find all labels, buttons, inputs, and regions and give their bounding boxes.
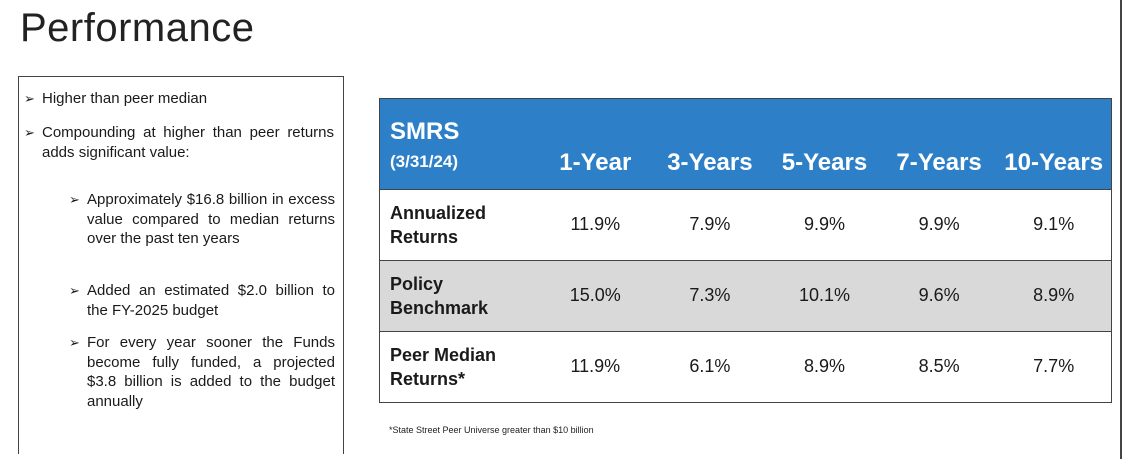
table-cell: 8.9% bbox=[803, 356, 845, 377]
table-cell: 8.9% bbox=[1033, 285, 1075, 305]
bullet-box: ➢ Higher than peer median ➢ Compounding … bbox=[18, 76, 344, 454]
table-cell: 9.9% bbox=[918, 214, 960, 234]
table-cell: 11.9% bbox=[570, 214, 621, 234]
bullet-item: ➢ Higher than peer median bbox=[24, 89, 334, 109]
column-header-1-year: 1-Year bbox=[559, 148, 632, 176]
bullet-item: ➢ Compounding at higher than peer return… bbox=[24, 123, 334, 162]
row-label: Policy Benchmark bbox=[390, 273, 489, 318]
sub-bullet-item: ➢ Added an estimated $2.0 billion to the… bbox=[69, 281, 335, 320]
arrow-bullet-icon: ➢ bbox=[24, 125, 35, 140]
table-cell: 6.1% bbox=[689, 356, 731, 377]
footnote: *State Street Peer Universe greater than… bbox=[389, 425, 594, 435]
table-cell: 9.6% bbox=[918, 285, 960, 305]
slide-right-border bbox=[1120, 0, 1122, 459]
table-row: Peer Median Returns* 11.9% 6.1% 8.9% 8.5… bbox=[380, 331, 1111, 402]
arrow-bullet-icon: ➢ bbox=[69, 283, 80, 298]
row-label: Peer Median Returns* bbox=[390, 344, 497, 389]
sub-bullet-item: ➢ Approximately $16.8 billion in excess … bbox=[69, 190, 335, 249]
table-header-row: SMRS (3/31/24) 1-Year 3-Years 5-Years 7-… bbox=[380, 99, 1111, 189]
bullet-text: Higher than peer median bbox=[42, 90, 208, 107]
table-cell: 10.1% bbox=[798, 285, 850, 305]
table-corner-header: SMRS (3/31/24) bbox=[380, 99, 538, 189]
performance-table-container: SMRS (3/31/24) 1-Year 3-Years 5-Years 7-… bbox=[379, 98, 1112, 403]
arrow-bullet-icon: ➢ bbox=[69, 335, 80, 350]
column-header-10-years: 10-Years bbox=[1004, 148, 1104, 176]
column-header-7-years: 7-Years bbox=[896, 148, 982, 176]
column-header-5-years: 5-Years bbox=[781, 148, 868, 176]
bullet-text: Compounding at higher than peer returns … bbox=[42, 124, 334, 161]
table-cell: 15.0% bbox=[569, 285, 621, 305]
fund-name: SMRS bbox=[390, 117, 460, 145]
table-row: Policy Benchmark 15.0% 7.3% 10.1% 9.6% 8… bbox=[380, 260, 1111, 331]
page-title: Performance bbox=[20, 6, 255, 50]
table-cell: 7.9% bbox=[689, 214, 731, 234]
table-cell: 9.9% bbox=[803, 214, 845, 234]
sub-bullet-item: ➢ For every year sooner the Funds become… bbox=[69, 333, 335, 411]
table-row: Annualized Returns 11.9% 7.9% 9.9% 9.9% … bbox=[380, 189, 1111, 260]
row-label: Annualized Returns bbox=[390, 202, 487, 247]
arrow-bullet-icon: ➢ bbox=[24, 91, 35, 106]
table-cell: 8.5% bbox=[918, 356, 960, 377]
as-of-date: (3/31/24) bbox=[390, 151, 459, 171]
sub-bullet-text: Approximately $16.8 billion in excess va… bbox=[87, 191, 335, 247]
table-cell: 11.9% bbox=[570, 356, 621, 377]
table-cell: 7.7% bbox=[1033, 356, 1075, 377]
table-cell: 9.1% bbox=[1033, 214, 1075, 234]
sub-bullet-text: Added an estimated $2.0 billion to the F… bbox=[87, 282, 335, 319]
performance-table: SMRS (3/31/24) 1-Year 3-Years 5-Years 7-… bbox=[380, 99, 1111, 402]
arrow-bullet-icon: ➢ bbox=[69, 192, 80, 207]
table-cell: 7.3% bbox=[689, 285, 731, 305]
sub-bullet-text: For every year sooner the Funds become f… bbox=[87, 334, 335, 410]
column-header-3-years: 3-Years bbox=[667, 148, 753, 176]
